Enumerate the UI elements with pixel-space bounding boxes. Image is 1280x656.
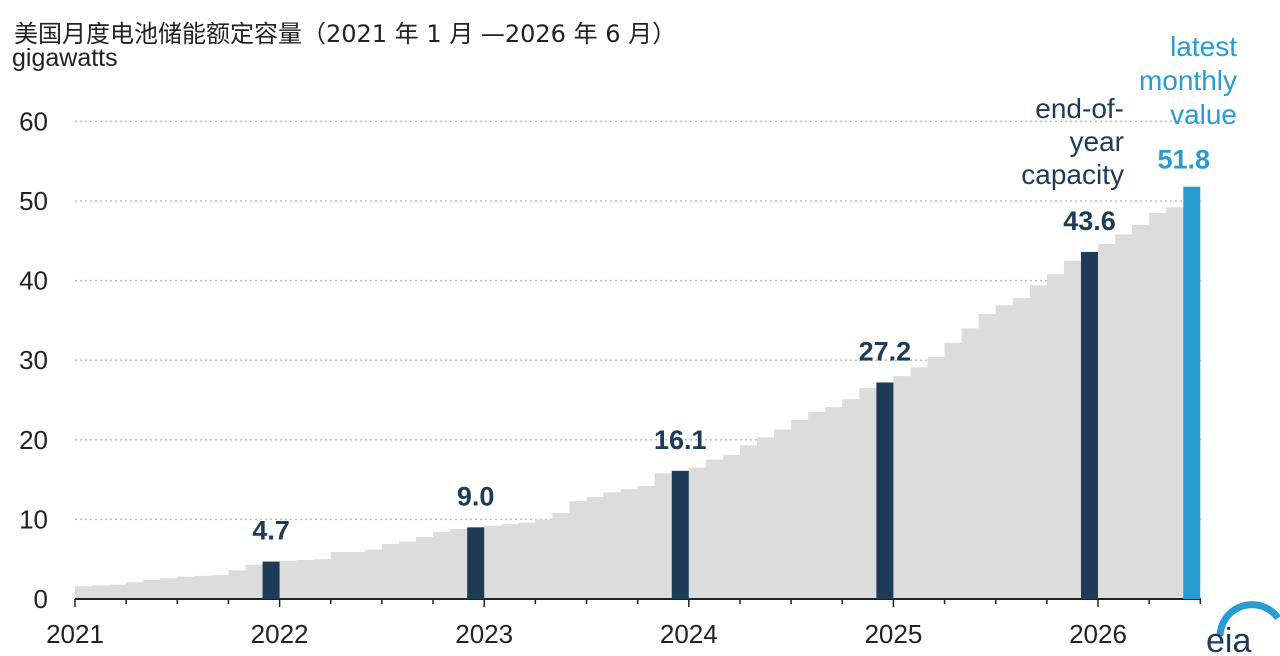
x-tick-label-2025: 2025	[864, 619, 922, 649]
monthly-area-step	[160, 578, 178, 599]
monthly-area-step	[279, 560, 298, 599]
monthly-area-step	[603, 492, 621, 599]
monthly-area-step	[177, 576, 195, 599]
monthly-area-step	[927, 357, 945, 599]
monthly-area-step	[722, 454, 741, 599]
monthly-area-step	[1098, 243, 1116, 599]
monthly-area-step	[484, 525, 502, 599]
y-tick-label-40: 40	[19, 266, 48, 296]
y-tick-label-0: 0	[34, 584, 48, 614]
x-tick-label-2022: 2022	[251, 619, 309, 649]
monthly-area-step	[688, 467, 707, 599]
monthly-area-step	[995, 305, 1014, 599]
x-tick-label-2021: 2021	[46, 619, 104, 649]
monthly-area-step	[518, 522, 536, 599]
monthly-area-step	[296, 559, 315, 599]
data-label-2024: 27.2	[859, 336, 912, 366]
monthly-area-step	[109, 584, 127, 599]
x-tick-label-2026: 2026	[1069, 619, 1127, 649]
data-label-2023: 16.1	[654, 425, 707, 455]
y-tick-label-50: 50	[19, 186, 48, 216]
monthly-area-step	[859, 388, 877, 599]
y-tick-label-10: 10	[19, 504, 48, 534]
monthly-area-step	[347, 552, 366, 599]
monthly-area-step	[569, 501, 587, 599]
y-tick-label-30: 30	[19, 345, 48, 375]
monthly-area-step	[126, 582, 144, 599]
y-tick-label-20: 20	[19, 425, 48, 455]
monthly-area-step	[774, 429, 792, 599]
monthly-area-step	[893, 376, 911, 599]
monthly-area-step	[535, 519, 553, 599]
monthly-area-step	[944, 342, 962, 599]
monthly-area-step	[620, 489, 639, 599]
monthly-area-step	[245, 564, 263, 599]
monthly-area-step	[381, 544, 400, 599]
monthly-area-step	[978, 314, 997, 599]
monthly-area-step	[1046, 274, 1065, 599]
monthly-area-step	[552, 513, 570, 599]
monthly-area-step	[211, 575, 229, 599]
annotation-latest-line: latest	[1170, 31, 1237, 62]
annotation-end-of-year-line: capacity	[1021, 159, 1124, 190]
annotation-end-of-year-line: end-of-	[1035, 93, 1124, 124]
monthly-area-step	[808, 411, 826, 599]
monthly-area-step	[313, 559, 332, 599]
data-label-2021: 4.7	[252, 516, 290, 546]
monthly-area-step	[450, 528, 468, 599]
latest-monthly-bar	[1183, 186, 1201, 599]
monthly-area-step	[1029, 285, 1048, 599]
monthly-area-step	[842, 399, 860, 599]
monthly-area-step	[791, 419, 809, 599]
data-label-latest: 51.8	[1157, 145, 1210, 175]
end-of-year-bar-2025	[1080, 251, 1098, 599]
monthly-area-step	[586, 497, 604, 599]
monthly-area-step	[416, 536, 434, 599]
monthly-area-step	[194, 575, 212, 599]
y-axis-unit-label: gigawatts	[12, 44, 118, 72]
monthly-area-step	[757, 437, 775, 599]
monthly-area-step	[1149, 212, 1167, 599]
monthly-area-step	[143, 579, 161, 599]
monthly-area-step	[501, 524, 519, 599]
annotation-latest-line: monthly	[1139, 65, 1237, 96]
monthly-area-step	[705, 459, 724, 599]
end-of-year-bar-2023	[671, 470, 689, 599]
monthly-area-step	[1012, 298, 1031, 599]
x-tick-label-2024: 2024	[660, 619, 718, 649]
end-of-year-bar-2021	[262, 561, 280, 599]
monthly-area-step	[961, 328, 980, 599]
monthly-area-step	[637, 485, 656, 599]
monthly-area-step	[825, 407, 843, 599]
annotation-latest-line: value	[1170, 99, 1237, 130]
eia-logo: eia	[1206, 601, 1280, 656]
svg-text:eia: eia	[1206, 622, 1251, 656]
data-label-2025: 43.6	[1063, 206, 1116, 236]
monthly-area-step	[910, 367, 928, 599]
monthly-area-step	[654, 473, 673, 599]
monthly-area-step	[364, 549, 383, 599]
end-of-year-bar-2022	[467, 527, 485, 599]
monthly-area-step	[75, 586, 93, 599]
monthly-area-step	[92, 585, 110, 599]
x-tick-label-2023: 2023	[455, 619, 513, 649]
data-label-2022: 9.0	[457, 481, 495, 511]
monthly-area-step	[739, 445, 758, 599]
monthly-area-step	[398, 541, 417, 599]
monthly-area-step	[1115, 234, 1133, 599]
monthly-area-step	[1132, 224, 1150, 599]
chart-title: 美国月度电池储能额定容量（2021 年 1 月 —2026 年 6 月）	[14, 20, 677, 48]
monthly-area-step	[1063, 260, 1082, 599]
monthly-area-step	[1166, 207, 1184, 600]
end-of-year-bar-2024	[876, 382, 894, 599]
annotation-end-of-year-line: year	[1070, 126, 1124, 157]
y-tick-label-60: 60	[19, 106, 48, 136]
monthly-area-step	[228, 570, 246, 599]
monthly-area-step	[330, 552, 349, 599]
monthly-area-step	[433, 532, 451, 599]
